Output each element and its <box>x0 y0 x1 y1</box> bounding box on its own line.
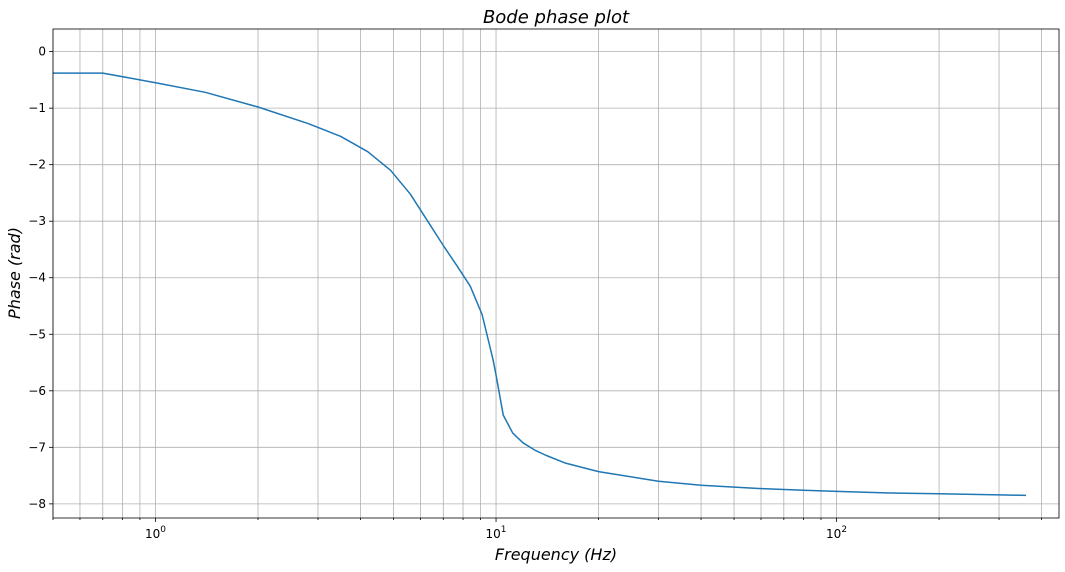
x-axis-title: Frequency (Hz) <box>495 545 617 564</box>
x-axis: 100 101 102 <box>52 518 1042 541</box>
y-tick-label: −6 <box>28 384 46 398</box>
y-tick-label: −3 <box>28 214 46 228</box>
phase-series-line <box>53 72 1027 497</box>
series-layer <box>53 72 1027 497</box>
grid <box>52 29 1059 518</box>
y-tick-label: −2 <box>28 158 46 172</box>
y-tick-label: −1 <box>28 101 46 115</box>
plot-frame <box>52 28 1060 519</box>
y-axis-title: Phase (rad) <box>5 227 24 319</box>
y-axis: 0 −1 −2 −3 −4 −5 −6 −7 −8 <box>28 45 53 511</box>
x-tick-label: 102 <box>826 525 847 541</box>
chart-title: Bode phase plot <box>483 7 630 28</box>
x-tick-label: 100 <box>145 525 166 541</box>
y-tick-label: −4 <box>28 271 46 285</box>
x-tick-label: 101 <box>486 525 507 541</box>
y-tick-label: −7 <box>28 440 46 454</box>
y-tick-label: −5 <box>28 327 46 341</box>
y-tick-label: −8 <box>28 497 46 511</box>
y-tick-label: 0 <box>38 45 46 59</box>
